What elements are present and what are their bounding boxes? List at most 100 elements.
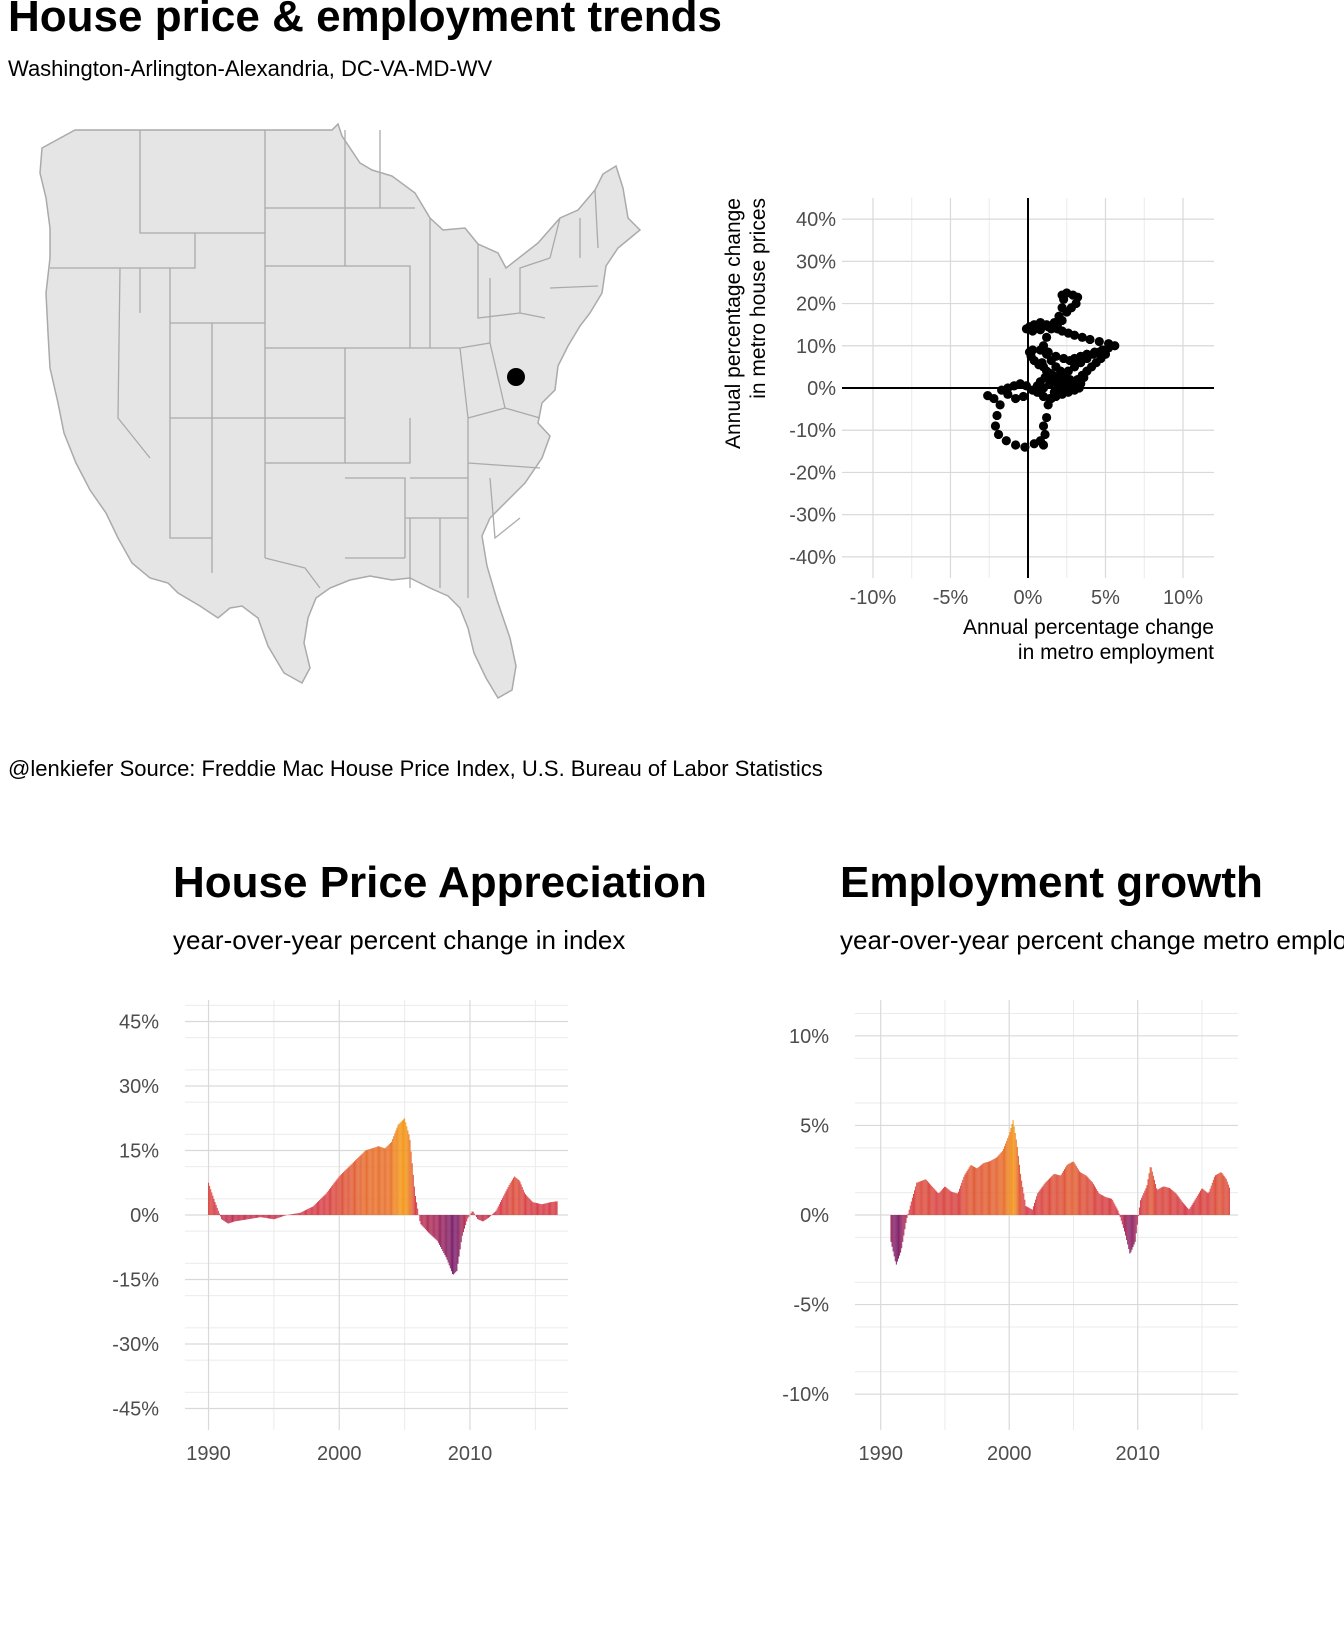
bar: [224, 1215, 226, 1222]
bar: [952, 1192, 954, 1215]
scatter-point: [1085, 334, 1095, 345]
bar: [1071, 1162, 1073, 1215]
bar: [891, 1215, 893, 1247]
x-tick-label: 1990: [186, 1443, 231, 1465]
bar: [419, 1215, 421, 1222]
bar: [458, 1215, 460, 1257]
bar: [1016, 1146, 1018, 1215]
bar: [918, 1181, 920, 1215]
bar: [408, 1134, 410, 1215]
bar: [1027, 1207, 1029, 1215]
bar: [292, 1213, 294, 1215]
bar: [397, 1124, 399, 1215]
bar: [522, 1189, 524, 1215]
bar: [338, 1176, 340, 1215]
bar: [1195, 1197, 1197, 1215]
y-axis-label: in metro house prices: [747, 198, 770, 399]
bar: [429, 1215, 431, 1234]
scatter-point: [1038, 440, 1049, 450]
bar: [1209, 1188, 1211, 1215]
bar: [555, 1201, 557, 1215]
bar: [368, 1149, 370, 1215]
bar: [1050, 1177, 1052, 1215]
bar: [483, 1215, 485, 1221]
bar: [1100, 1194, 1102, 1215]
bar: [238, 1215, 240, 1221]
bar: [509, 1183, 511, 1215]
bar: [302, 1211, 304, 1215]
bar: [452, 1215, 454, 1275]
bar: [283, 1215, 285, 1217]
bar: [996, 1156, 998, 1215]
bar: [227, 1215, 229, 1224]
bar: [1019, 1164, 1021, 1215]
bar: [516, 1178, 518, 1215]
bar: [254, 1215, 256, 1219]
bar: [1151, 1171, 1153, 1215]
bar: [992, 1159, 994, 1215]
bar: [525, 1194, 527, 1215]
bar: [347, 1167, 349, 1215]
bar: [1177, 1195, 1179, 1215]
bar: [435, 1215, 437, 1240]
bar: [1134, 1215, 1136, 1242]
bar: [1226, 1181, 1228, 1215]
bar: [306, 1209, 308, 1215]
bar: [1222, 1174, 1224, 1215]
scatter-point: [1011, 440, 1021, 450]
bar: [1032, 1206, 1034, 1215]
bar: [400, 1121, 402, 1215]
bar: [266, 1215, 268, 1219]
bar: [1202, 1188, 1204, 1215]
bar: [1228, 1187, 1230, 1215]
bar: [1129, 1215, 1131, 1254]
bar: [459, 1215, 461, 1250]
bar: [1203, 1189, 1205, 1215]
bar: [351, 1163, 353, 1215]
bar: [1110, 1198, 1112, 1215]
bar: [1065, 1167, 1067, 1215]
bar: [544, 1203, 546, 1215]
bar: [1166, 1187, 1168, 1215]
bar: [344, 1170, 346, 1215]
x-tick-label: 2010: [448, 1443, 493, 1465]
bar: [498, 1204, 500, 1215]
bar: [940, 1190, 942, 1215]
y-tick-label: 20%: [796, 294, 836, 316]
bar: [370, 1148, 372, 1215]
bar: [531, 1201, 533, 1215]
bar: [447, 1215, 449, 1263]
bar: [1077, 1169, 1079, 1215]
bar: [530, 1200, 532, 1215]
bar: [966, 1170, 968, 1215]
bar: [1120, 1215, 1122, 1221]
x-tick-label: 10%: [1163, 587, 1203, 609]
bar: [998, 1154, 1000, 1215]
scatter-point: [1062, 307, 1072, 317]
bar: [979, 1166, 981, 1215]
bar: [357, 1158, 359, 1215]
bar: [423, 1215, 425, 1228]
bar: [492, 1213, 494, 1215]
bar: [951, 1191, 953, 1215]
bar: [1131, 1215, 1133, 1250]
bar: [923, 1179, 925, 1215]
bar: [942, 1188, 944, 1215]
bar: [440, 1215, 442, 1247]
bar: [1044, 1182, 1046, 1215]
bar: [434, 1215, 436, 1239]
bar: [502, 1197, 504, 1215]
bar: [486, 1215, 488, 1219]
bar: [255, 1215, 257, 1218]
bar: [1208, 1191, 1210, 1215]
bar: [466, 1215, 468, 1222]
emp-chart-subtitle: year-over-year percent change metro empl…: [840, 925, 1344, 955]
bar: [335, 1180, 337, 1215]
bar: [222, 1215, 224, 1221]
bar: [324, 1194, 326, 1215]
bar: [1118, 1213, 1120, 1215]
bar: [301, 1211, 303, 1215]
bar: [917, 1182, 919, 1215]
bar: [1181, 1201, 1183, 1215]
bar: [336, 1179, 338, 1215]
